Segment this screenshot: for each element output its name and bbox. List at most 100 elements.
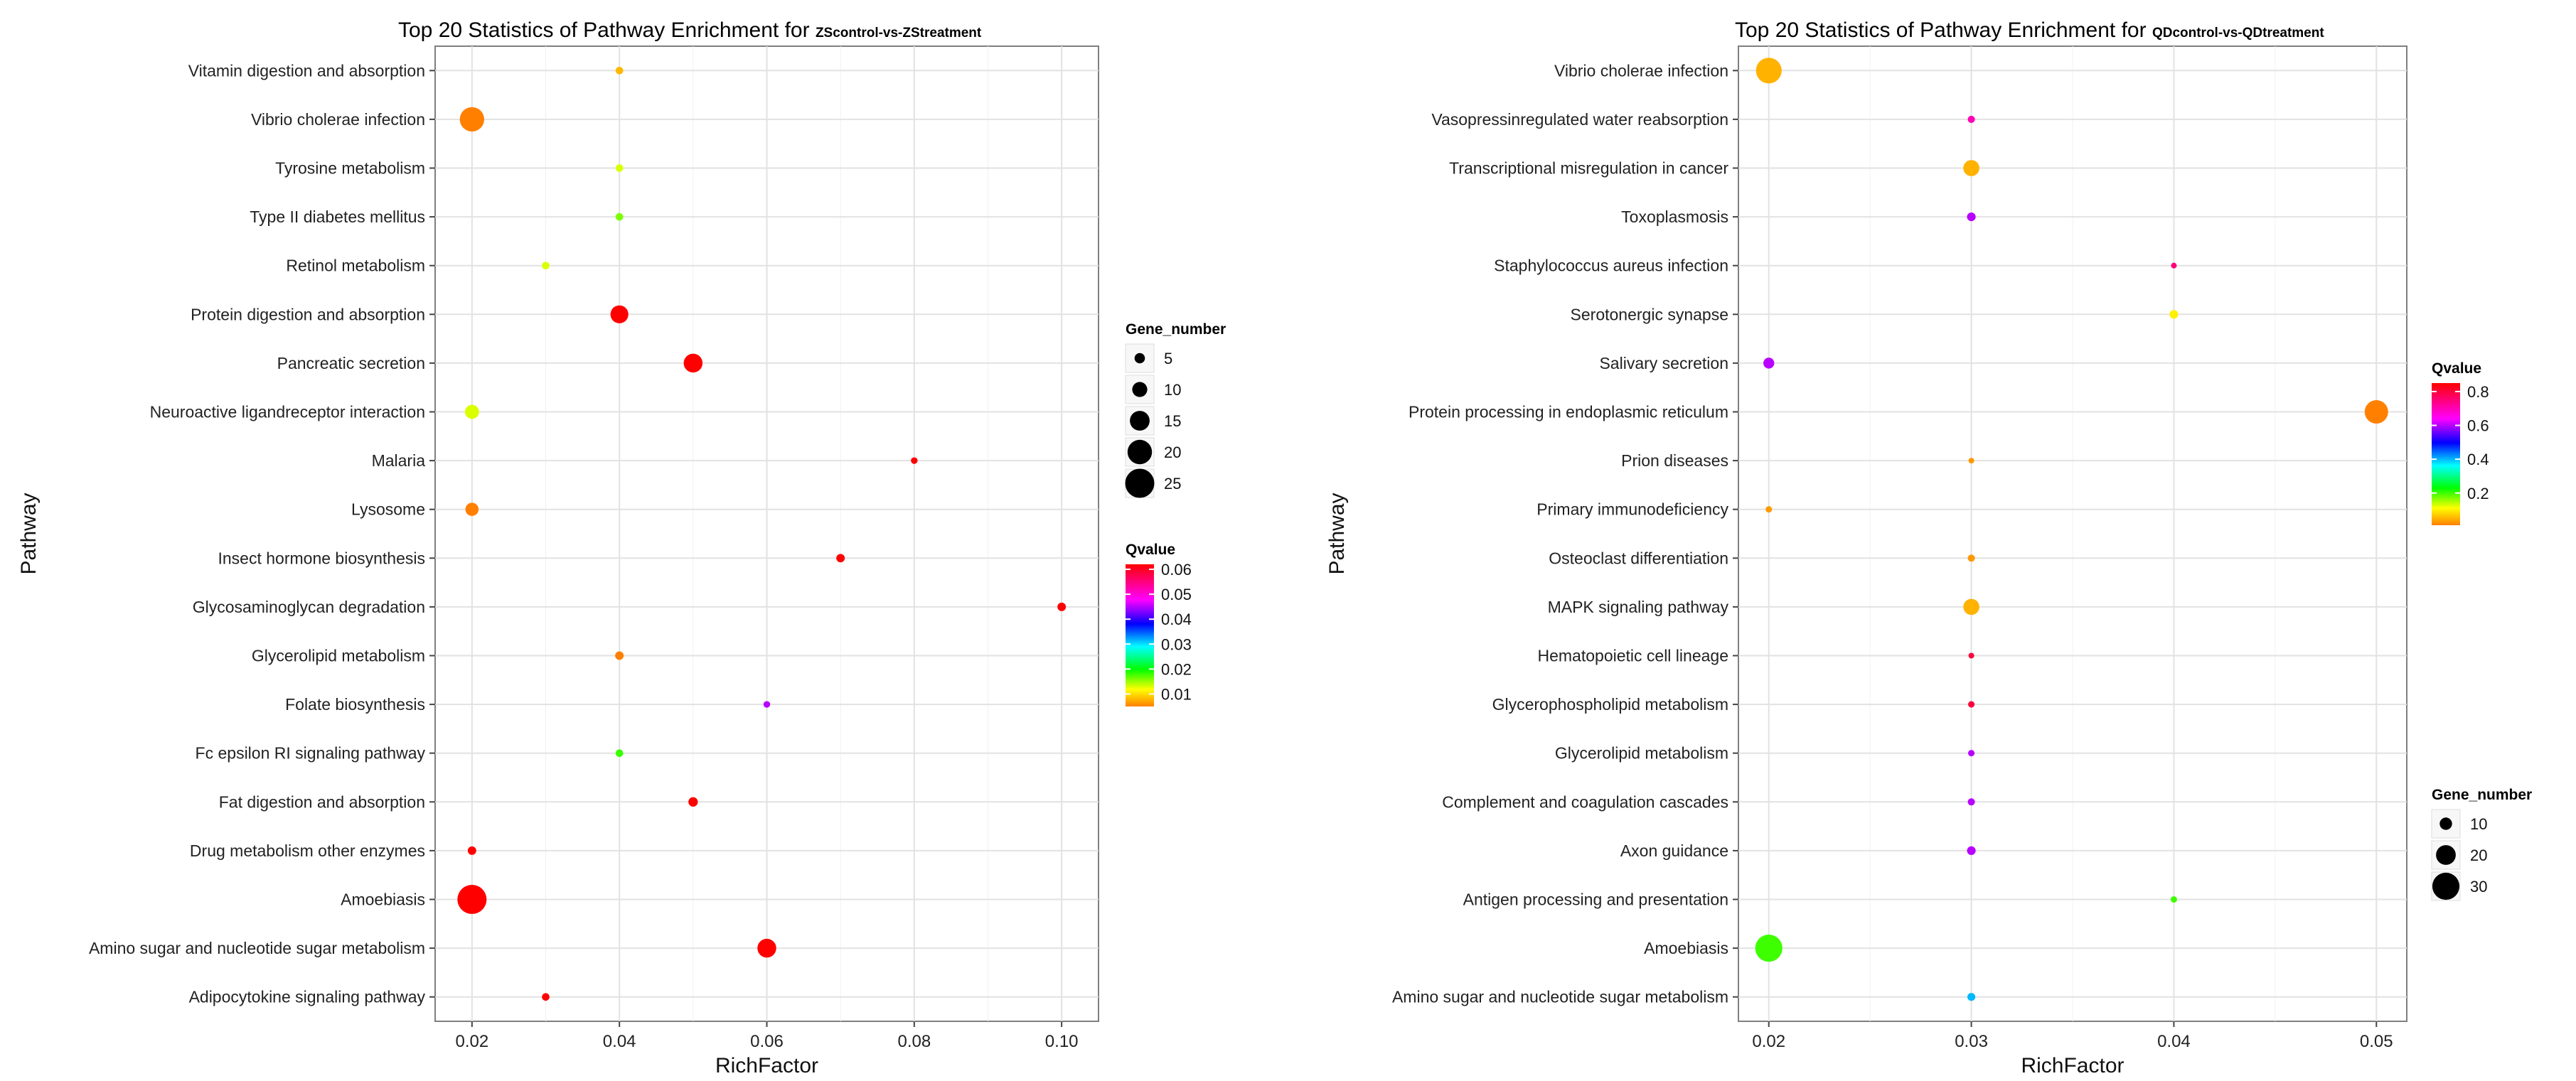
right-color-legend-label-0-8: 0.8	[2467, 383, 2489, 401]
right-point-salivary-secretion	[1763, 357, 1775, 369]
left-size-legend-label-25: 25	[1164, 475, 1181, 493]
right-ytick-complement-and-coagulation-cascades: Complement and coagulation cascades	[1442, 792, 1728, 811]
left-point-folate-biosynthesis	[763, 701, 771, 708]
right-x-axis-title: RichFactor	[2021, 1054, 2124, 1077]
left-xtick-0-04: 0.04	[603, 1032, 636, 1051]
left-point-protein-digestion-and-absorption	[610, 305, 629, 323]
left-color-legend-label-0-06: 0.06	[1161, 561, 1192, 579]
right-size-legend-label-20: 20	[2470, 846, 2487, 864]
right-xtick-0-04: 0.04	[2157, 1032, 2191, 1051]
left-point-amino-sugar-and-nucleotide-sugar-metabolism	[757, 938, 776, 958]
right-point-primary-immunodeficiency	[1765, 506, 1773, 513]
right-point-prion-diseases	[1968, 458, 1974, 464]
left-xtick-0-08: 0.08	[897, 1032, 931, 1051]
right-point-transcriptional-misregulation-in-cancer	[1963, 160, 1979, 176]
right-ytick-serotonergic-synapse: Serotonergic synapse	[1571, 305, 1728, 323]
right-ytick-toxoplasmosis: Toxoplasmosis	[1621, 208, 1728, 226]
left-ytick-drug-metabolism-other-enzymes: Drug metabolism other enzymes	[190, 841, 425, 860]
left-color-legend-label-0-03: 0.03	[1161, 635, 1192, 653]
right-color-legend-label-0-4: 0.4	[2467, 451, 2489, 468]
left-ytick-pancreatic-secretion: Pancreatic secretion	[277, 354, 425, 372]
right-size-legend-dot-10	[2439, 817, 2452, 830]
left-size-legend-dot-10	[1132, 382, 1148, 397]
right-size-legend-dot-20	[2436, 845, 2456, 865]
left-ytick-vitamin-digestion-and-absorption: Vitamin digestion and absorption	[188, 61, 425, 80]
left-ytick-insect-hormone-biosynthesis: Insect hormone biosynthesis	[218, 549, 426, 567]
left-chart-title: Top 20 Statistics of Pathway Enrichment …	[398, 18, 982, 42]
left-ytick-glycosaminoglycan-degradation: Glycosaminoglycan degradation	[193, 598, 425, 616]
left-ytick-amoebiasis: Amoebiasis	[341, 891, 425, 909]
right-point-vasopressinregulated-water-reabsorption	[1967, 115, 1975, 123]
left-ytick-amino-sugar-and-nucleotide-sugar-metabolism: Amino sugar and nucleotide sugar metabol…	[89, 939, 425, 957]
right-point-serotonergic-synapse	[2169, 310, 2179, 319]
left-point-retinol-metabolism	[542, 262, 550, 270]
left-point-type-ii-diabetes-mellitus	[615, 213, 624, 221]
right-ytick-protein-processing-in-endoplasmic-reticulum: Protein processing in endoplasmic reticu…	[1409, 403, 1728, 421]
right-xtick-0-02: 0.02	[1752, 1032, 1785, 1051]
right-size-legend-title: Gene_number	[2432, 787, 2532, 803]
right-point-mapk-signaling-pathway	[1963, 598, 1979, 615]
left-point-malaria	[911, 457, 918, 464]
left-ytick-type-ii-diabetes-mellitus: Type II diabetes mellitus	[250, 208, 425, 226]
left-ytick-protein-digestion-and-absorption: Protein digestion and absorption	[191, 305, 425, 323]
left-chart-title-main: Top 20 Statistics of Pathway Enrichment …	[398, 18, 816, 42]
right-size-legend-label-10: 10	[2470, 815, 2487, 833]
right-point-amoebiasis	[1755, 935, 1783, 962]
right-point-glycerophospholipid-metabolism	[1968, 701, 1975, 708]
left-size-legend-dot-25	[1125, 468, 1155, 498]
left-point-vibrio-cholerae-infection	[459, 107, 485, 132]
left-ytick-tyrosine-metabolism: Tyrosine metabolism	[275, 159, 425, 178]
right-point-axon-guidance	[1967, 846, 1976, 855]
right-ytick-axon-guidance: Axon guidance	[1620, 841, 1728, 860]
left-ytick-malaria: Malaria	[372, 451, 426, 470]
right-ytick-primary-immunodeficiency: Primary immunodeficiency	[1536, 500, 1728, 519]
right-point-osteoclast-differentiation	[1967, 554, 1975, 562]
right-ytick-mapk-signaling-pathway: MAPK signaling pathway	[1548, 598, 1729, 616]
left-point-fc-epsilon-ri-signaling-pathway	[615, 749, 624, 758]
left-point-adipocytokine-signaling-pathway	[542, 993, 550, 1001]
left-point-lysosome	[465, 502, 479, 516]
left-size-legend-label-20: 20	[1164, 443, 1181, 461]
left-ytick-neuroactive-ligandreceptor-interaction: Neuroactive ligandreceptor interaction	[150, 403, 425, 421]
right-point-staphylococcus-aureus-infection	[2171, 262, 2177, 269]
right-chart-subtitle: QDcontrol-vs-QDtreatment	[2152, 26, 2324, 41]
right-ytick-transcriptional-misregulation-in-cancer: Transcriptional misregulation in cancer	[1449, 159, 1728, 178]
right-point-glycerolipid-metabolism	[1968, 750, 1975, 757]
right-color-legend-title: Qvalue	[2432, 360, 2481, 377]
left-size-legend-dot-15	[1130, 411, 1150, 431]
left-point-glycosaminoglycan-degradation	[1057, 602, 1067, 611]
right-y-axis-title: Pathway	[1325, 493, 1349, 574]
left-color-legend-bar	[1126, 564, 1154, 706]
right-ytick-vibrio-cholerae-infection: Vibrio cholerae infection	[1554, 61, 1728, 80]
right-ytick-amoebiasis: Amoebiasis	[1644, 939, 1728, 957]
left-point-vitamin-digestion-and-absorption	[615, 66, 624, 75]
left-ytick-fc-epsilon-ri-signaling-pathway: Fc epsilon RI signaling pathway	[196, 744, 426, 763]
left-chart-subtitle: ZScontrol-vs-ZStreatment	[816, 26, 982, 41]
left-size-legend-label-10: 10	[1164, 381, 1181, 399]
right-size-legend-label-30: 30	[2470, 878, 2487, 896]
left-point-insect-hormone-biosynthesis	[836, 554, 845, 563]
left-color-legend-title: Qvalue	[1126, 542, 1175, 558]
left-ytick-lysosome: Lysosome	[351, 500, 425, 519]
right-ytick-osteoclast-differentiation: Osteoclast differentiation	[1549, 549, 1728, 567]
left-ytick-folate-biosynthesis: Folate biosynthesis	[285, 695, 425, 714]
left-size-legend-dot-20	[1127, 439, 1153, 465]
left-ytick-glycerolipid-metabolism: Glycerolipid metabolism	[252, 647, 425, 665]
left-ytick-adipocytokine-signaling-pathway: Adipocytokine signaling pathway	[189, 988, 426, 1006]
right-ytick-vasopressinregulated-water-reabsorption: Vasopressinregulated water reabsorption	[1431, 110, 1728, 129]
left-point-glycerolipid-metabolism	[615, 651, 624, 660]
left-color-legend-label-0-04: 0.04	[1161, 611, 1192, 628]
right-point-complement-and-coagulation-cascades	[1967, 798, 1975, 806]
left-size-legend-title: Gene_number	[1126, 321, 1226, 338]
right-ytick-antigen-processing-and-presentation: Antigen processing and presentation	[1463, 891, 1728, 909]
left-point-drug-metabolism-other-enzymes	[467, 846, 476, 855]
left-color-legend-label-0-05: 0.05	[1161, 586, 1192, 603]
right-size-legend-dot-30	[2432, 872, 2460, 900]
right-ytick-glycerolipid-metabolism: Glycerolipid metabolism	[1555, 744, 1728, 763]
left-point-neuroactive-ligandreceptor-interaction	[464, 404, 479, 419]
left-ytick-retinol-metabolism: Retinol metabolism	[286, 257, 425, 275]
left-size-legend-label-15: 15	[1164, 412, 1181, 430]
left-ytick-vibrio-cholerae-infection: Vibrio cholerae infection	[251, 110, 425, 129]
right-xtick-0-03: 0.03	[1955, 1032, 1988, 1051]
